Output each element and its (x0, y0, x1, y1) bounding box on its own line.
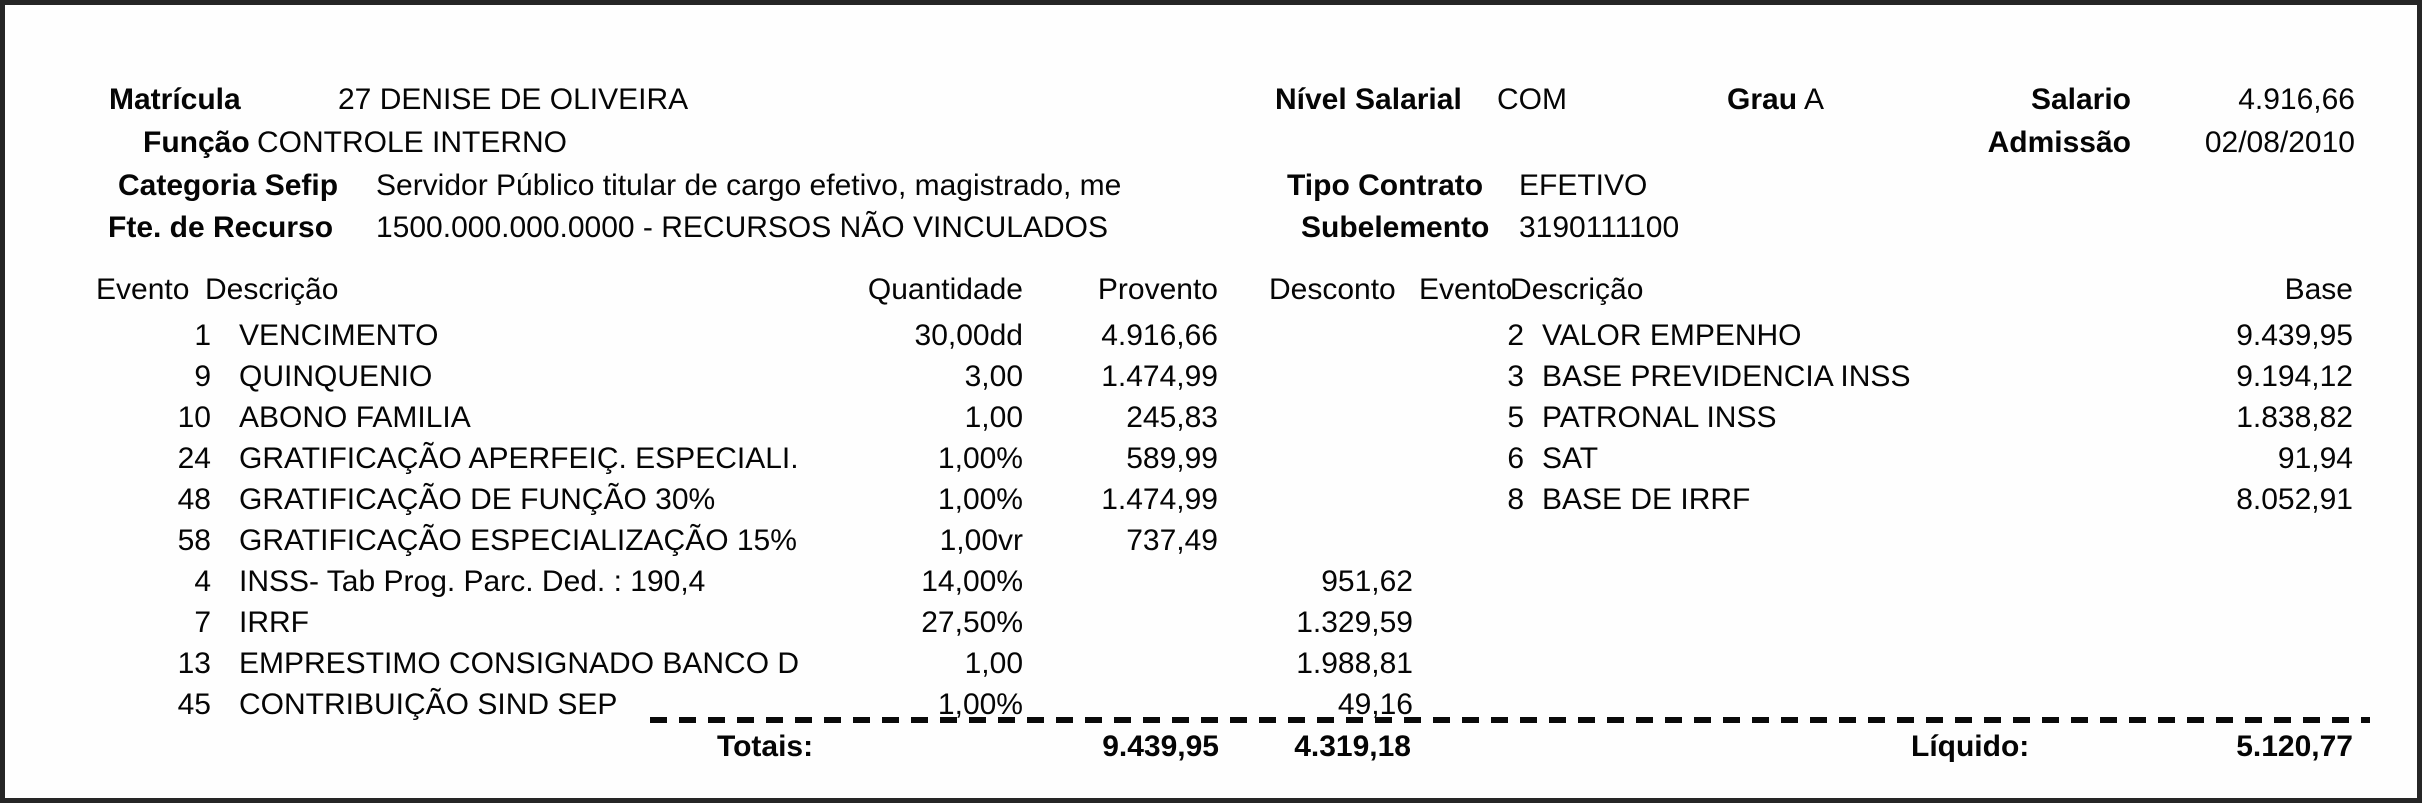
event-row-evento: 13 (177, 647, 211, 680)
header-provento: Provento (1097, 273, 1218, 306)
event-row-evento: 58 (177, 524, 211, 557)
subelemento-label: Subelemento (1301, 211, 1490, 244)
base-row-descricao: SAT (1542, 442, 1599, 475)
event-row-evento: 24 (177, 442, 211, 475)
event-row-provento (1025, 562, 1218, 602)
grau-value: A (1804, 83, 1825, 116)
base-row-evento: 5 (1507, 401, 1524, 434)
base-row-base: 9.439,95 (2236, 319, 2353, 352)
event-row-desconto (1225, 439, 1413, 479)
funcao-value: CONTROLE INTERNO (257, 126, 568, 159)
admissao-value: 02/08/2010 (2204, 126, 2355, 159)
base-row-descricao: BASE PREVIDENCIA INSS (1542, 360, 1911, 393)
event-row-provento: 1.474,99 (1101, 360, 1218, 393)
event-row-descricao: QUINQUENIO (239, 360, 433, 393)
event-row-evento: 7 (194, 606, 211, 639)
tipo-contrato-label: Tipo Contrato (1287, 169, 1484, 202)
base-row-descricao: BASE DE IRRF (1542, 483, 1751, 516)
header-base: Base (2284, 273, 2353, 306)
event-row-quantidade: 1,00 (964, 647, 1023, 680)
base-row-evento: 8 (1507, 483, 1524, 516)
event-row-quantidade: 14,00% (921, 565, 1023, 598)
event-row-descricao: IRRF (239, 606, 309, 639)
base-row-evento: 3 (1507, 360, 1524, 393)
admissao-label: Admissão (1987, 126, 2131, 159)
header-evento-right: Evento (1419, 273, 1513, 306)
event-row-descricao: ABONO FAMILIA (239, 401, 471, 434)
liquido-label: Líquido: (1911, 730, 2030, 763)
event-row-desconto (1225, 521, 1413, 561)
header-desconto: Desconto (1269, 273, 1396, 306)
base-row-descricao: VALOR EMPENHO (1542, 319, 1802, 352)
event-row-desconto: 1.988,81 (1296, 647, 1413, 680)
event-row-evento: 1 (194, 319, 211, 352)
subelemento-value: 3190111100 (1519, 211, 1680, 244)
event-row-desconto: 49,16 (1337, 688, 1413, 721)
salario-label: Salario (2030, 83, 2131, 116)
event-row-descricao: INSS- Tab Prog. Parc. Ded. : 190,4 (239, 565, 706, 598)
event-row-quantidade: 1,00% (937, 688, 1023, 721)
event-row-provento: 589,99 (1126, 442, 1218, 475)
event-row-quantidade: 30,00dd (914, 319, 1023, 352)
base-row-base: 91,94 (2277, 442, 2353, 475)
event-row-provento (1025, 603, 1218, 643)
fte-recurso-value: 1500.000.000.0000 - RECURSOS NÃO VINCULA… (376, 211, 1108, 244)
totals-dashed-divider (650, 717, 2370, 723)
fte-recurso-label: Fte. de Recurso (108, 211, 334, 244)
tipo-contrato-value: EFETIVO (1519, 169, 1648, 202)
nivel-salarial-value: COM (1497, 83, 1567, 116)
categoria-sefip-label: Categoria Sefip (118, 169, 339, 202)
event-row-desconto (1225, 357, 1413, 397)
event-row-provento (1025, 644, 1218, 684)
event-row-evento: 4 (194, 565, 211, 598)
event-row-descricao: CONTRIBUIÇÃO SIND SEP (239, 688, 618, 721)
header-quantidade: Quantidade (867, 273, 1023, 306)
event-row-evento: 10 (177, 401, 211, 434)
base-row-base: 1.838,82 (2236, 401, 2353, 434)
event-row-quantidade: 3,00 (964, 360, 1023, 393)
totais-descontos-value: 4.319,18 (1294, 730, 1411, 763)
event-row-quantidade: 1,00% (937, 483, 1023, 516)
event-row-descricao: GRATIFICAÇÃO ESPECIALIZAÇÃO 15% (239, 524, 797, 557)
event-row-evento: 45 (177, 688, 211, 721)
header-descricao-right: Descrição (1510, 273, 1644, 306)
nivel-salarial-label: Nível Salarial (1275, 83, 1462, 116)
event-row-desconto: 1.329,59 (1296, 606, 1413, 639)
totais-proventos-value: 9.439,95 (1102, 730, 1219, 763)
event-row-evento: 9 (194, 360, 211, 393)
header-evento-left: Evento (96, 273, 190, 306)
event-row-evento: 48 (177, 483, 211, 516)
base-row-evento: 6 (1507, 442, 1524, 475)
funcao-label: Função (143, 126, 250, 159)
totais-label: Totais: (717, 730, 814, 763)
header-descricao-left: Descrição (205, 273, 339, 306)
event-row-desconto: 951,62 (1321, 565, 1413, 598)
event-row-quantidade: 1,00% (937, 442, 1023, 475)
event-row-descricao: GRATIFICAÇÃO APERFEIÇ. ESPECIALI. (239, 442, 799, 475)
base-row-base: 9.194,12 (2236, 360, 2353, 393)
event-row-provento: 4.916,66 (1101, 319, 1218, 352)
event-row-descricao: GRATIFICAÇÃO DE FUNÇÃO 30% (239, 483, 716, 516)
event-row-desconto (1225, 480, 1413, 520)
base-row-descricao: PATRONAL INSS (1542, 401, 1777, 434)
event-row-desconto (1225, 316, 1413, 356)
event-row-provento: 245,83 (1126, 401, 1218, 434)
event-row-descricao: VENCIMENTO (239, 319, 439, 352)
event-row-descricao: EMPRESTIMO CONSIGNADO BANCO D (239, 647, 800, 680)
liquido-value: 5.120,77 (2236, 730, 2353, 763)
base-row-base: 8.052,91 (2236, 483, 2353, 516)
event-row-provento: 737,49 (1126, 524, 1218, 557)
event-row-quantidade: 1,00 (964, 401, 1023, 434)
salario-value: 4.916,66 (2238, 83, 2355, 116)
event-row-desconto (1225, 398, 1413, 438)
categoria-sefip-value: Servidor Público titular de cargo efetiv… (376, 169, 1122, 202)
base-row-evento: 2 (1507, 319, 1524, 352)
event-row-quantidade: 1,00vr (939, 524, 1023, 557)
matricula-label: Matrícula (109, 83, 241, 116)
matricula-value: 27 DENISE DE OLIVEIRA (338, 83, 689, 116)
grau-label: Grau (1727, 83, 1798, 116)
event-row-quantidade: 27,50% (921, 606, 1023, 639)
event-row-provento: 1.474,99 (1101, 483, 1218, 516)
